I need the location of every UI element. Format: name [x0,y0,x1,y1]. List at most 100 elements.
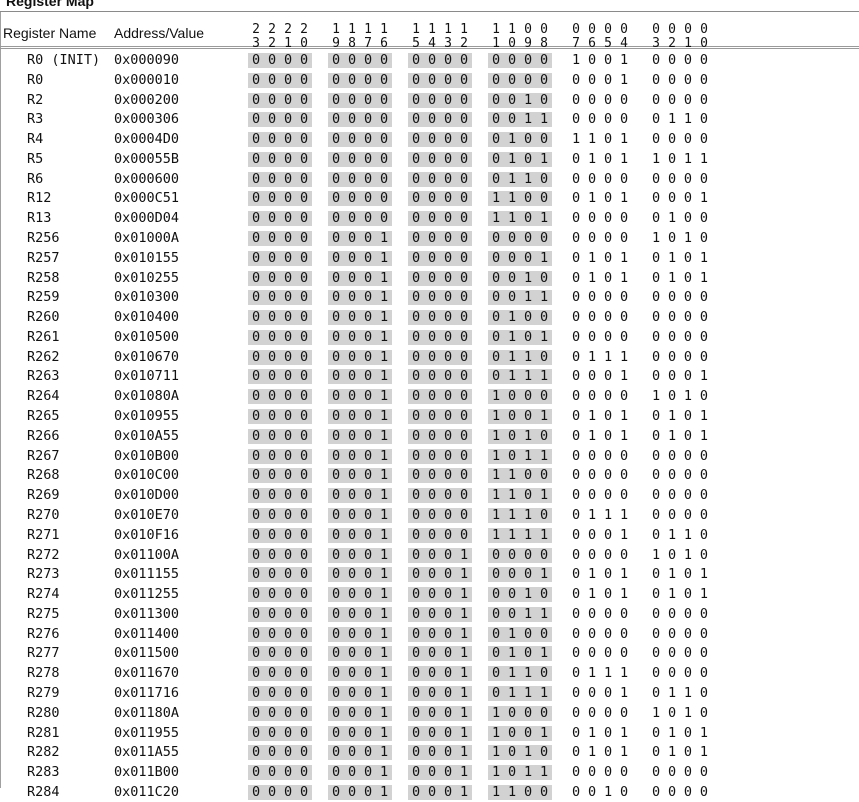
bit-group-shade [328,211,392,227]
register-row[interactable]: R277 0x011500 0000 0001 0001 0101 0000 000… [0,643,859,663]
register-name: R270 [27,506,60,523]
register-row[interactable]: R12 0x000C51 0000 0000 0000 1100 0101 0001 [0,188,859,208]
bit-group-shade [248,132,312,148]
register-name: R276 [27,625,60,642]
register-row[interactable]: R278 0x011670 0000 0001 0001 0110 0111 000… [0,663,859,683]
register-row[interactable]: R274 0x011255 0000 0001 0001 0010 0101 010… [0,584,859,604]
register-row[interactable]: R262 0x010670 0000 0001 0000 0110 0111 000… [0,347,859,367]
bit-group-shade [248,151,312,167]
register-bits: 0000 0001 0000 1010 0101 0101 [252,427,716,444]
register-address: 0x000600 [114,170,180,187]
register-row[interactable]: R264 0x01080A 0000 0001 0000 1000 0000 101… [0,386,859,406]
bit-group-shade [328,567,392,583]
bit-group-shade [488,112,552,128]
register-name: R268 [27,467,60,484]
bit-group-shade [488,53,552,68]
register-row[interactable]: R13 0x000D04 0000 0000 0000 1101 0000 0100 [0,208,859,228]
register-name: R284 [27,783,60,800]
bit-group-shade [328,389,392,405]
register-row[interactable]: R267 0x010B00 0000 0001 0000 1011 0000 000… [0,446,859,466]
register-row[interactable]: R263 0x010711 0000 0001 0000 0111 0001 000… [0,366,859,386]
register-name: R262 [27,348,60,365]
register-row[interactable]: R276 0x011400 0000 0001 0001 0100 0000 000… [0,624,859,644]
bit-group-shade [328,626,392,642]
bit-group-shade [328,606,392,622]
register-bits: 0000 0000 0000 1100 0101 0001 [252,190,716,207]
bit-group-shade [408,231,472,247]
bit-group-shade [488,349,552,365]
register-name: R272 [27,546,60,563]
bit-group-shade [408,468,472,484]
register-row[interactable]: R257 0x010155 0000 0001 0000 0001 0101 010… [0,248,859,268]
register-address: 0x010255 [114,269,180,286]
bit-group-shade [248,329,312,345]
bit-group-shade [248,231,312,247]
register-row[interactable]: R256 0x01000A 0000 0001 0000 0000 0000 101… [0,228,859,248]
register-bits: 0000 0001 0000 1001 0101 0101 [252,408,716,425]
register-row[interactable]: R273 0x011155 0000 0001 0001 0001 0101 010… [0,564,859,584]
register-row[interactable]: R275 0x011300 0000 0001 0001 0011 0000 000… [0,604,859,624]
bit-group-shade [488,488,552,504]
register-bits: 0000 0000 0000 0010 0000 0000 [252,91,716,108]
register-bits: 0000 0001 0001 0111 0001 0110 [252,684,716,701]
register-row[interactable]: R282 0x011A55 0000 0001 0001 1010 0101 010… [0,742,859,762]
register-row[interactable]: R261 0x010500 0000 0001 0000 0101 0000 000… [0,327,859,347]
register-row[interactable]: R279 0x011716 0000 0001 0001 0111 0001 011… [0,683,859,703]
register-name: R263 [27,368,60,385]
register-name: R6 [27,170,44,187]
register-name: R269 [27,487,60,504]
register-row[interactable]: R258 0x010255 0000 0001 0000 0010 0101 010… [0,268,859,288]
register-row[interactable]: R269 0x010D00 0000 0001 0000 1101 0000 000… [0,485,859,505]
register-row[interactable]: R271 0x010F16 0000 0001 0000 1111 0001 011… [0,525,859,545]
bit-group-shade [408,488,472,504]
bit-group-shade [488,725,552,741]
bit-group-shade [328,765,392,781]
register-row[interactable]: R266 0x010A55 0000 0001 0000 1010 0101 010… [0,426,859,446]
bit-group-shade [488,270,552,286]
register-row[interactable]: R4 0x0004D0 0000 0000 0000 0100 1101 0000 [0,129,859,149]
bit-group-shade [408,132,472,148]
register-address: 0x01000A [114,230,180,247]
register-bits: 0000 0001 0000 1100 0000 0000 [252,467,716,484]
register-row[interactable]: R2 0x000200 0000 0000 0000 0010 0000 0000 [0,90,859,110]
register-row[interactable]: R260 0x010400 0000 0001 0000 0100 0000 000… [0,307,859,327]
bit-group-shade [408,587,472,603]
register-row[interactable]: R284 0x011C20 0000 0001 0001 1100 0010 000… [0,782,859,802]
register-row[interactable]: R3 0x000306 0000 0000 0000 0011 0000 0110 [0,109,859,129]
register-row[interactable]: R265 0x010955 0000 0001 0000 1001 0101 010… [0,406,859,426]
register-row[interactable]: R283 0x011B00 0000 0001 0001 1011 0000 000… [0,762,859,782]
register-address: 0x011C20 [114,783,180,800]
bit-group-shade [488,626,552,642]
register-row[interactable]: R5 0x00055B 0000 0000 0000 0101 0101 1011 [0,149,859,169]
register-row[interactable]: R0 0x000010 0000 0000 0000 0000 0001 0000 [0,70,859,90]
register-bits: 0000 0001 0001 1100 0010 0000 [252,783,716,800]
bit-group-shade [328,112,392,128]
register-address: 0x010300 [114,289,180,306]
register-row[interactable]: R0 (INIT) 0x000090 0000 0000 0000 0000 100… [0,50,859,70]
register-row[interactable]: R268 0x010C00 0000 0001 0000 1100 0000 000… [0,465,859,485]
register-name: R258 [27,269,60,286]
bit-group-shade [248,191,312,207]
bit-group-shade [248,448,312,464]
register-address: 0x011255 [114,586,180,603]
register-bits: 0000 0001 0001 1001 0101 0101 [252,724,716,741]
register-row[interactable]: R270 0x010E70 0000 0001 0000 1110 0111 000… [0,505,859,525]
register-row[interactable]: R259 0x010300 0000 0001 0000 0011 0000 000… [0,287,859,307]
register-bits: 0000 0001 0000 0000 0000 1010 [252,230,716,247]
register-row[interactable]: R6 0x000600 0000 0000 0000 0110 0000 0000 [0,169,859,189]
header-address-value[interactable]: Address/Value [114,25,205,41]
bit-group-shade [328,329,392,345]
register-row[interactable]: R272 0x01100A 0000 0001 0001 0000 0000 101… [0,545,859,565]
register-name: R275 [27,605,60,622]
bit-group-shade [248,745,312,761]
register-address: 0x000010 [114,71,180,88]
register-row[interactable]: R281 0x011955 0000 0001 0001 1001 0101 010… [0,723,859,743]
bit-group-shade [408,527,472,543]
register-row[interactable]: R280 0x01180A 0000 0001 0001 1000 0000 101… [0,703,859,723]
register-bits: 0000 0000 0000 1101 0000 0100 [252,210,716,227]
header-register-name[interactable]: Register Name [3,25,97,41]
